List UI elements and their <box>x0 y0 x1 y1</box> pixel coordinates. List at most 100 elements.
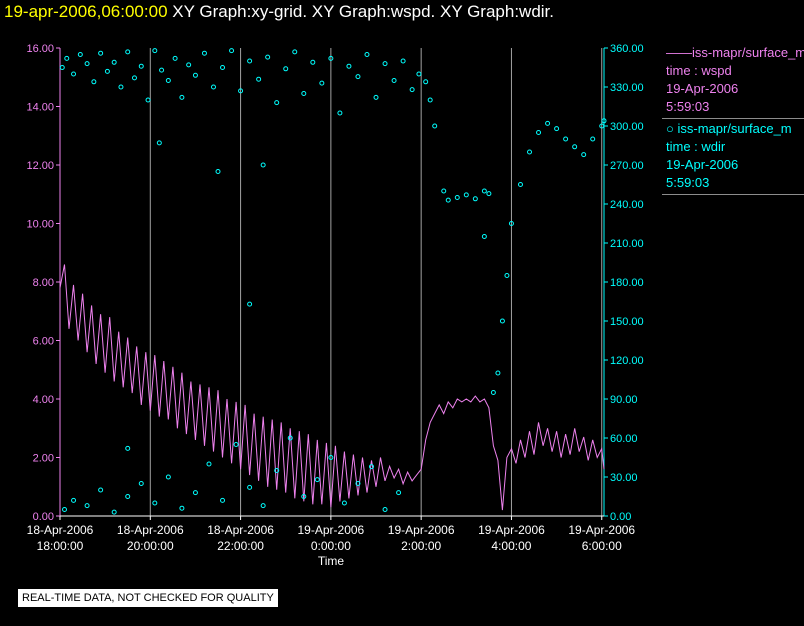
series-wdir-point <box>328 455 334 460</box>
series-wdir-point <box>601 118 607 124</box>
series-wdir-point <box>201 50 207 56</box>
left-tick-label: 2.00 <box>33 453 54 465</box>
series-wdir-point <box>77 52 83 57</box>
series-wdir-point <box>292 49 298 55</box>
series-wdir-point <box>220 65 226 70</box>
series-wdir-point <box>91 79 97 85</box>
left-tick-label: 10.00 <box>26 219 54 231</box>
series-wdir-point <box>504 273 510 278</box>
series-wdir-point <box>554 126 560 132</box>
x-tick-label-time: 0:00:00 <box>311 539 351 553</box>
legend-panel: ——iss-mapr/surface_m time : wspd 19-Apr-… <box>662 44 804 196</box>
series-wdir-point <box>165 78 171 83</box>
x-tick-label-date: 19-Apr-2006 <box>568 523 635 537</box>
series-wdir-point <box>391 78 397 83</box>
legend-wdir-date: 19-Apr-2006 <box>666 157 739 172</box>
graph-list-label: XY Graph:xy-grid. XY Graph:wspd. XY Grap… <box>172 2 555 21</box>
series-wdir-point <box>328 55 334 61</box>
x-tick-label-time: 2:00:00 <box>401 539 441 553</box>
series-wdir-point <box>490 390 496 395</box>
right-tick-label: 240.00 <box>610 199 644 211</box>
series-wdir-point <box>536 130 542 135</box>
x-tick-label-date: 19-Apr-2006 <box>298 523 365 537</box>
series-wdir-point <box>206 461 212 467</box>
series-wdir-point <box>527 149 533 155</box>
series-wdir-point <box>454 195 460 200</box>
right-tick-label: 30.00 <box>610 472 638 484</box>
legend-wspd-date: 19-Apr-2006 <box>666 81 739 96</box>
left-tick-label: 12.00 <box>26 160 54 172</box>
x-tick-label-date: 18-Apr-2006 <box>117 523 184 537</box>
right-tick-label: 270.00 <box>610 160 644 172</box>
series-wdir-point <box>499 318 505 324</box>
left-tick-label: 0.00 <box>33 511 54 523</box>
series-wdir-point <box>247 58 253 64</box>
series-wdir-point <box>172 55 178 61</box>
series-wdir-point <box>71 71 77 77</box>
series-wdir-point <box>152 500 158 506</box>
series-wdir-point <box>274 100 280 106</box>
legend-wspd-var: time : wspd <box>666 63 732 78</box>
series-wdir-point <box>84 503 90 509</box>
series-wdir-point <box>125 494 131 499</box>
right-tick-label: 300.00 <box>610 121 644 133</box>
series-wdir-point <box>152 48 158 54</box>
right-tick-label: 210.00 <box>610 238 644 250</box>
right-tick-label: 180.00 <box>610 277 644 289</box>
series-wdir-point <box>111 59 117 65</box>
graph-date-label: 19-apr-2006,06:00:00 <box>4 2 168 21</box>
x-tick-label-date: 19-Apr-2006 <box>478 523 545 537</box>
series-wdir-point <box>346 63 352 69</box>
x-axis-label: Time <box>318 554 345 568</box>
x-tick-label-time: 6:00:00 <box>582 539 622 553</box>
right-tick-label: 0.00 <box>610 511 631 523</box>
series-wdir-point <box>599 123 605 129</box>
left-tick-label: 8.00 <box>33 277 54 289</box>
series-wdir-point <box>441 188 447 194</box>
series-wdir-point <box>463 192 469 198</box>
series-wdir-point <box>369 464 375 470</box>
x-tick-label-date: 19-Apr-2006 <box>388 523 455 537</box>
series-wdir-point <box>508 221 514 226</box>
series-wdir-point <box>314 477 320 483</box>
legend-divider <box>662 118 804 119</box>
series-wdir-point <box>472 196 478 202</box>
series-wdir-point <box>495 370 501 376</box>
legend-entry-wspd[interactable]: ——iss-mapr/surface_m time : wspd 19-Apr-… <box>662 44 804 116</box>
series-wdir-point <box>563 136 569 142</box>
series-wdir-point <box>341 500 347 506</box>
series-wdir-point <box>159 67 165 73</box>
quality-notice: REAL-TIME DATA, NOT CHECKED FOR QUALITY <box>18 589 278 607</box>
graph-title-bar: 19-apr-2006,06:00:00 XY Graph:xy-grid. X… <box>4 1 554 23</box>
series-wdir-point <box>215 169 221 174</box>
series-wdir-point <box>310 59 316 65</box>
series-wdir-point <box>355 481 361 486</box>
series-wdir-point <box>373 94 379 100</box>
series-wdir-point <box>427 97 433 103</box>
series-wdir-point <box>156 140 162 146</box>
series-wdir-point <box>265 54 271 60</box>
right-tick-label: 60.00 <box>610 433 638 445</box>
series-wdir-point <box>220 497 226 503</box>
legend-divider <box>662 194 804 195</box>
series-wdir-point <box>138 63 144 69</box>
series-wdir-point <box>581 152 587 158</box>
left-tick-label: 16.00 <box>26 43 54 55</box>
line-marker-icon: —— <box>666 45 692 60</box>
right-tick-label: 330.00 <box>610 82 644 94</box>
x-tick-label-time: 20:00:00 <box>127 539 174 553</box>
series-wdir-point <box>396 490 402 496</box>
series-wdir-point <box>382 61 388 67</box>
x-tick-label-date: 18-Apr-2006 <box>27 523 94 537</box>
left-tick-label: 14.00 <box>26 102 54 114</box>
series-wdir-point <box>301 494 307 499</box>
legend-wspd-name-row: ——iss-mapr/surface_m <box>666 44 804 62</box>
series-wdir-point <box>59 65 65 70</box>
series-wdir-point <box>283 66 289 72</box>
series-wdir-point <box>165 474 171 480</box>
series-wdir-point <box>416 71 422 77</box>
series-wspd-line[interactable] <box>59 264 605 511</box>
legend-entry-wdir[interactable]: ○ iss-mapr/surface_m time : wdir 19-Apr-… <box>662 120 804 192</box>
series-wdir-point <box>179 94 185 100</box>
